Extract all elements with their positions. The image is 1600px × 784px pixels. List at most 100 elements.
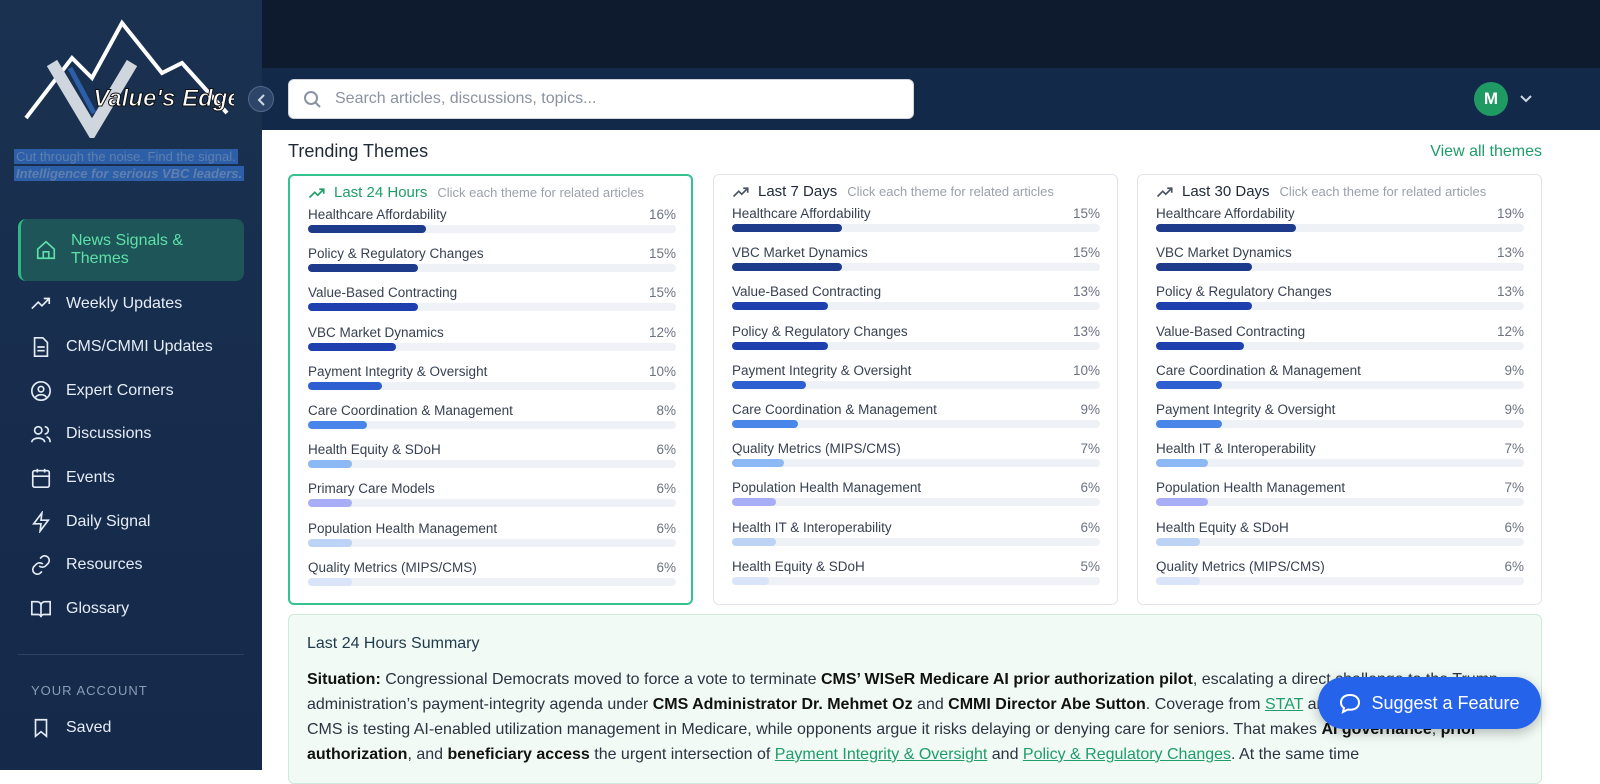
nav-label: Glossary (66, 600, 130, 617)
theme-row[interactable]: Population Health Management 6% (732, 480, 1100, 516)
bar (308, 342, 397, 351)
theme-row[interactable]: Healthcare Affordability 19% (1156, 206, 1524, 242)
bar-track (308, 421, 676, 429)
theme-share: 13% (1072, 323, 1100, 339)
nav-item[interactable]: Events (18, 456, 244, 500)
theme-row[interactable]: Health IT & Interoperability 7% (1156, 441, 1524, 477)
theme-share: 10% (1072, 362, 1100, 378)
bar (732, 341, 828, 350)
theme-name: Healthcare Affordability (308, 207, 447, 222)
theme-row[interactable]: Health Equity & SDoH 6% (1156, 520, 1524, 556)
collapse-button[interactable] (248, 86, 274, 112)
nav-item[interactable]: CMS/CMMI Updates (18, 325, 244, 369)
theme-share: 15% (648, 246, 676, 262)
theme-share: 8% (656, 403, 676, 418)
theme-share: 5% (1080, 558, 1100, 574)
nav-label: Expert Corners (66, 382, 174, 399)
theme-row[interactable]: Primary Care Models 6% (308, 481, 676, 517)
search-placeholder: Search articles, discussions, topics... (335, 90, 597, 107)
theme-share: 9% (1504, 362, 1524, 378)
theme-row[interactable]: VBC Market Dynamics 13% (1156, 245, 1524, 281)
theme-share: 6% (656, 559, 676, 575)
theme-name: Care Coordination & Management (1156, 362, 1361, 378)
summary-segment: CMMI Director Abe Sutton (948, 696, 1146, 713)
bar-track (732, 380, 1100, 389)
bar-track (732, 224, 1100, 232)
theme-row[interactable]: Value-Based Contracting 13% (732, 284, 1100, 320)
bar (308, 421, 367, 429)
summary-link[interactable]: Payment Integrity & Oversight (774, 746, 988, 763)
theme-row[interactable]: Care Coordination & Management 9% (732, 402, 1100, 438)
bar-track (308, 264, 676, 273)
search-input[interactable]: Search articles, discussions, topics... (288, 79, 914, 119)
theme-name: Value-Based Contracting (732, 284, 882, 300)
theme-row[interactable]: Population Health Management 7% (1156, 480, 1524, 516)
bar (1156, 224, 1296, 232)
theme-row[interactable]: Health Equity & SDoH 6% (308, 442, 676, 478)
summary-link[interactable]: STAT (1264, 696, 1304, 713)
theme-row[interactable]: Quality Metrics (MIPS/CMS) 7% (732, 441, 1100, 477)
bar (1156, 302, 1252, 311)
theme-row[interactable]: Care Coordination & Management 8% (308, 403, 676, 439)
summary-segment: and (912, 696, 949, 713)
theme-row[interactable]: VBC Market Dynamics 15% (732, 245, 1100, 281)
theme-name: VBC Market Dynamics (732, 245, 868, 261)
bar (732, 380, 806, 389)
nav-item[interactable]: Resources (18, 543, 244, 587)
logo-text: Value's Edge (93, 85, 234, 112)
theme-row[interactable]: Quality Metrics (MIPS/CMS) 6% (308, 560, 676, 596)
theme-row[interactable]: VBC Market Dynamics 12% (308, 325, 676, 361)
nav-item[interactable]: News Signals & Themes (18, 219, 244, 281)
theme-row[interactable]: Policy & Regulatory Changes 13% (732, 324, 1100, 360)
nav-item[interactable]: Daily Signal (18, 500, 244, 544)
theme-row[interactable]: Healthcare Affordability 16% (308, 207, 676, 243)
nav-item[interactable]: Discussions (18, 412, 244, 456)
theme-name: Health Equity & SDoH (308, 442, 441, 458)
theme-row[interactable]: Payment Integrity & Oversight 10% (732, 363, 1100, 399)
theme-name: Population Health Management (732, 480, 922, 496)
nav-item[interactable]: Expert Corners (18, 369, 244, 413)
theme-row[interactable]: Payment Integrity & Oversight 9% (1156, 402, 1524, 438)
theme-row[interactable]: Healthcare Affordability 15% (732, 206, 1100, 242)
nav-item[interactable]: Saved (18, 706, 244, 750)
theme-share: 6% (1504, 558, 1524, 574)
summary-link[interactable]: Policy & Regulatory Changes (1022, 746, 1232, 763)
tagline: Cut through the noise. Find the signal. (14, 149, 238, 164)
suggest-feature-button[interactable]: Suggest a Feature (1318, 677, 1541, 729)
theme-name: Policy & Regulatory Changes (732, 323, 908, 339)
theme-row[interactable]: Population Health Management 6% (308, 521, 676, 557)
summary-segment: , (1431, 721, 1441, 738)
theme-row[interactable]: Care Coordination & Management 9% (1156, 363, 1524, 399)
theme-share: 10% (648, 363, 676, 379)
theme-row[interactable]: Policy & Regulatory Changes 13% (1156, 284, 1524, 320)
nav-item[interactable]: Glossary (18, 587, 244, 631)
bar-track (1156, 224, 1524, 232)
view-all-link[interactable]: View all themes (1430, 143, 1542, 160)
bar-track (1156, 302, 1524, 311)
avatar-caret[interactable] (1519, 93, 1533, 105)
top-bar (262, 0, 1600, 68)
theme-row[interactable]: Health Equity & SDoH 5% (732, 559, 1100, 595)
bar (308, 381, 382, 390)
theme-row[interactable]: Payment Integrity & Oversight 10% (308, 364, 676, 400)
card-title: Last 7 Days (758, 183, 838, 200)
theme-name: Value-Based Contracting (308, 285, 458, 301)
theme-name: VBC Market Dynamics (1156, 245, 1292, 261)
avatar[interactable]: M (1474, 82, 1508, 116)
theme-name: Policy & Regulatory Changes (1156, 284, 1332, 300)
nav-item[interactable]: Weekly Updates (18, 282, 244, 326)
theme-share: 7% (1504, 480, 1524, 496)
theme-share: 13% (1496, 284, 1524, 300)
theme-row[interactable]: Quality Metrics (MIPS/CMS) 6% (1156, 559, 1524, 595)
theme-share: 9% (1080, 402, 1100, 417)
theme-row[interactable]: Health IT & Interoperability 6% (732, 520, 1100, 556)
theme-row[interactable]: Value-Based Contracting 15% (308, 285, 676, 321)
bar-track (1156, 380, 1524, 389)
theme-share: 15% (1072, 206, 1100, 221)
nav-label: Events (66, 469, 115, 486)
summary-segment: , and (407, 746, 448, 763)
theme-row[interactable]: Policy & Regulatory Changes 15% (308, 246, 676, 282)
theme-row[interactable]: Value-Based Contracting 12% (1156, 324, 1524, 360)
theme-name: Care Coordination & Management (308, 403, 513, 418)
theme-name: Health IT & Interoperability (732, 519, 892, 535)
